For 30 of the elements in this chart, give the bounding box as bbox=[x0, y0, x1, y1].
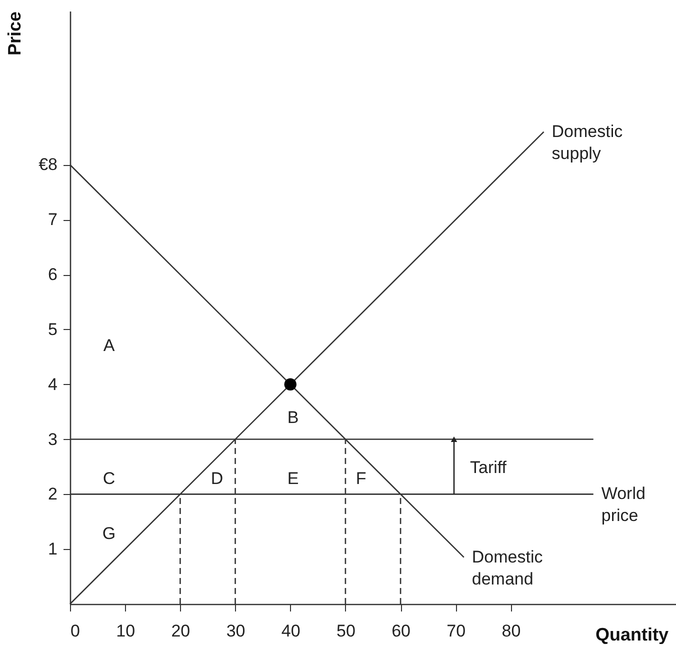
series-label: Domestic demand bbox=[472, 547, 544, 588]
series-label: World price bbox=[601, 484, 646, 526]
x-tick-label: 20 bbox=[171, 622, 190, 640]
annotation: A bbox=[103, 336, 116, 355]
annotation: C bbox=[102, 469, 116, 488]
x-tick-label: 0 bbox=[70, 622, 80, 640]
y-axis-title: Price bbox=[4, 12, 25, 56]
x-tick-label: 30 bbox=[226, 622, 246, 640]
annotation: F bbox=[356, 469, 366, 488]
series-label: Domestic supply bbox=[552, 122, 624, 163]
y-tick-label: 7 bbox=[48, 210, 58, 230]
annotation: B bbox=[287, 408, 299, 427]
y-tick-label: 4 bbox=[48, 374, 58, 394]
annotation: E bbox=[287, 469, 299, 488]
y-tick-label: 1 bbox=[48, 540, 58, 559]
annotation: G bbox=[102, 524, 116, 543]
y-tick-label: 2 bbox=[48, 484, 58, 504]
x-tick-label: 10 bbox=[116, 622, 136, 640]
y-tick-label: 3 bbox=[48, 430, 58, 449]
x-tick-label: 80 bbox=[502, 622, 521, 640]
annotation: D bbox=[210, 469, 224, 488]
x-tick-label: 60 bbox=[392, 622, 411, 640]
y-tick-label: 5 bbox=[48, 320, 58, 339]
x-tick-label: 40 bbox=[281, 622, 300, 640]
annotation: Tariff bbox=[470, 458, 507, 477]
y-tick-label: €8 bbox=[38, 155, 58, 174]
x-axis-title: Quantity bbox=[595, 624, 668, 644]
y-tick-label: 6 bbox=[48, 265, 58, 284]
x-tick-label: 70 bbox=[446, 622, 466, 640]
x-tick-label: 50 bbox=[336, 622, 356, 640]
